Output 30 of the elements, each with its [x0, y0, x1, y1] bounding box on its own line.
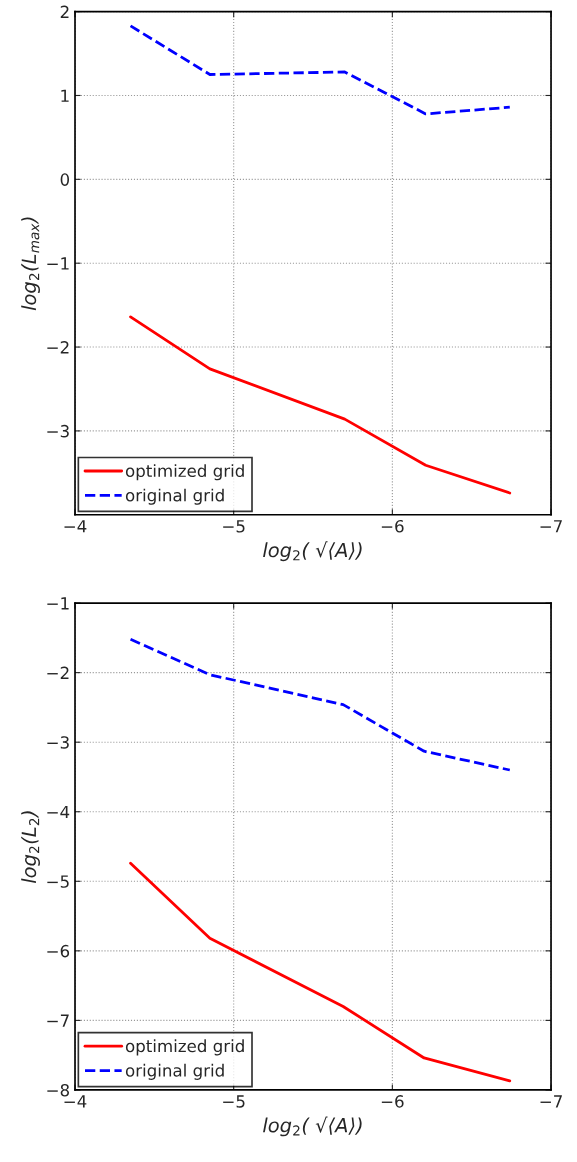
y-tick-label: −7 — [47, 1014, 69, 1027]
y-tick-label: −1 — [47, 597, 69, 610]
x-tick-label: −7 — [540, 520, 562, 533]
y-tick-label: −3 — [47, 424, 69, 438]
x-tick-label: −7 — [540, 1095, 562, 1108]
line-series — [129, 637, 512, 772]
legend-label: original grid — [125, 1063, 224, 1080]
x-tick-label: −6 — [381, 1095, 404, 1108]
legend-label: original grid — [125, 488, 224, 505]
x-axis-title: log$_{2}$( √⟨A⟩) — [263, 541, 362, 562]
y-tick-label: −5 — [47, 875, 69, 888]
y-tick-label: −3 — [47, 736, 69, 749]
x-tick-label: −6 — [381, 519, 404, 533]
y-tick-label: −2 — [47, 341, 69, 354]
y-axis-title: log$_{2}$(L$_{max}$) — [21, 217, 40, 311]
y-axis-title: log$_{2}$(L$_{2}$) — [21, 811, 40, 884]
y-tick-label: 2 — [60, 5, 69, 18]
y-tick-label: −4 — [47, 805, 70, 819]
x-axis-title: log$_{2}$( √⟨A⟩) — [263, 1116, 362, 1137]
line-series — [129, 24, 512, 116]
y-tick-label: −1 — [47, 257, 69, 270]
x-tick-label: −5 — [223, 1095, 245, 1108]
y-tick-label: −8 — [47, 1083, 70, 1097]
y-tick-label: 1 — [61, 89, 69, 102]
legend-label: optimized grid — [125, 464, 244, 481]
y-tick-label: −2 — [47, 666, 69, 679]
legend-label: optimized grid — [125, 1039, 244, 1056]
x-tick-label: −5 — [223, 520, 245, 533]
y-tick-label: 0 — [60, 173, 70, 186]
y-tick-label: −6 — [47, 944, 70, 958]
